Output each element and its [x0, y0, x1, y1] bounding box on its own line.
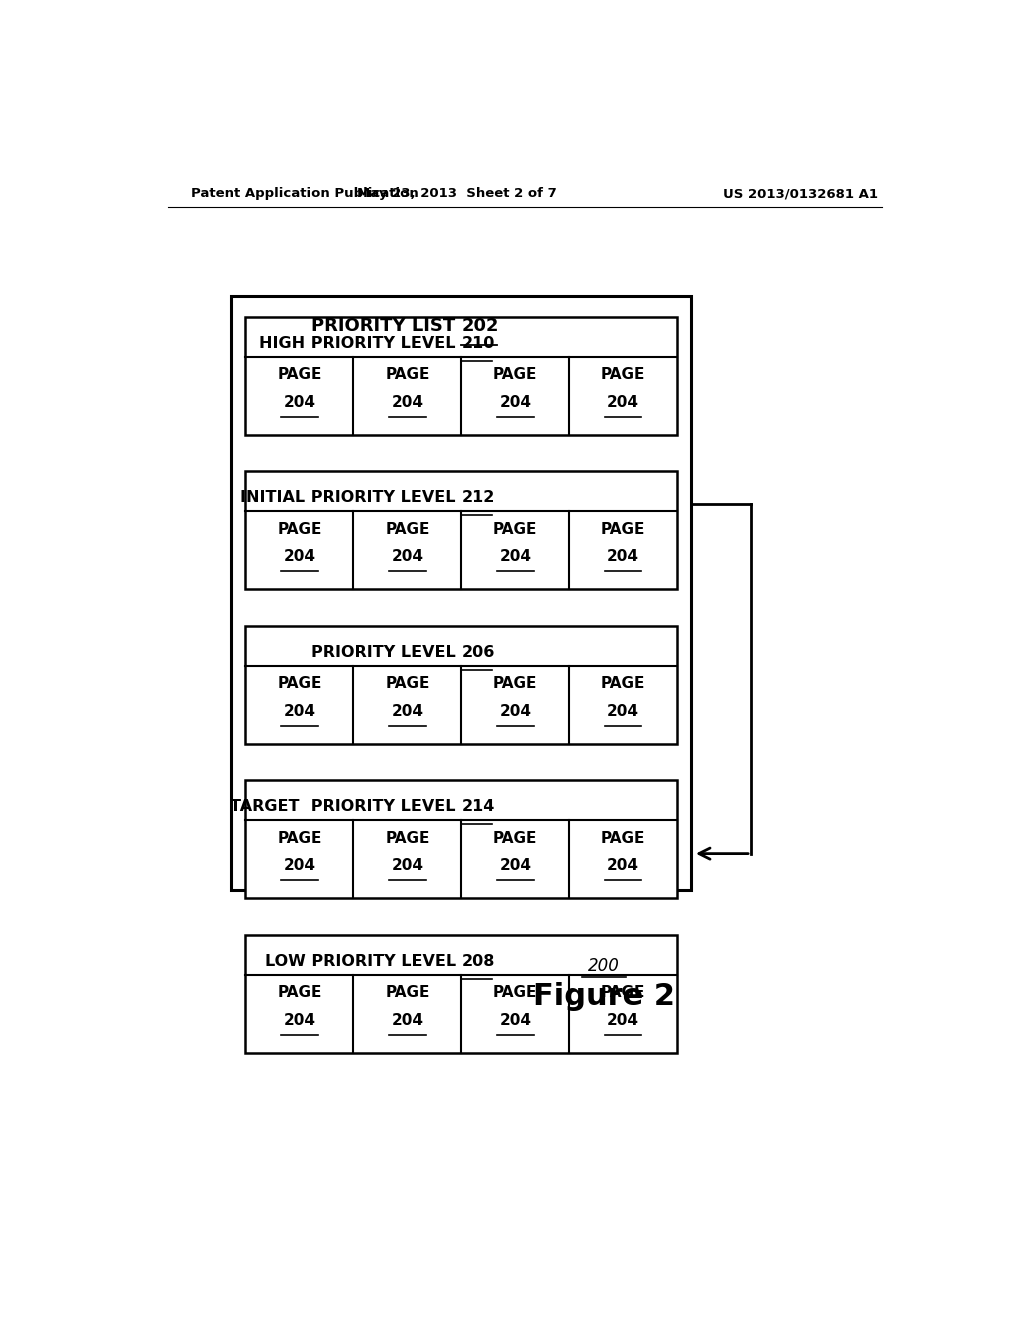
- Text: 204: 204: [391, 704, 423, 719]
- Text: PAGE: PAGE: [494, 830, 538, 846]
- Bar: [246, 626, 677, 744]
- Text: PAGE: PAGE: [601, 830, 645, 846]
- Text: PAGE: PAGE: [601, 367, 645, 383]
- Text: 202: 202: [461, 317, 499, 335]
- Text: 204: 204: [607, 1012, 639, 1028]
- Text: PAGE: PAGE: [278, 985, 322, 1001]
- Text: 210: 210: [461, 335, 495, 351]
- Text: PAGE: PAGE: [494, 676, 538, 692]
- Text: 214: 214: [461, 800, 495, 814]
- Text: 204: 204: [607, 549, 639, 565]
- Text: INITIAL PRIORITY LEVEL: INITIAL PRIORITY LEVEL: [241, 490, 461, 506]
- Text: PAGE: PAGE: [278, 521, 322, 537]
- Text: PAGE: PAGE: [278, 367, 322, 383]
- Text: 204: 204: [500, 704, 531, 719]
- Text: 200: 200: [588, 957, 621, 975]
- Text: 204: 204: [284, 395, 315, 409]
- Text: 206: 206: [461, 645, 495, 660]
- Text: 204: 204: [391, 395, 423, 409]
- Text: PAGE: PAGE: [494, 985, 538, 1001]
- Text: 204: 204: [391, 858, 423, 874]
- Text: PAGE: PAGE: [278, 830, 322, 846]
- Bar: [231, 296, 691, 890]
- Text: 204: 204: [500, 1012, 531, 1028]
- Text: TARGET  PRIORITY LEVEL: TARGET PRIORITY LEVEL: [230, 800, 461, 814]
- Text: 204: 204: [391, 1012, 423, 1028]
- Text: 212: 212: [461, 490, 495, 506]
- Text: PAGE: PAGE: [385, 830, 429, 846]
- Text: Patent Application Publication: Patent Application Publication: [191, 187, 419, 201]
- Text: 204: 204: [607, 858, 639, 874]
- Bar: [246, 317, 677, 434]
- Text: PAGE: PAGE: [601, 985, 645, 1001]
- Bar: [246, 471, 677, 589]
- Bar: [246, 935, 677, 1053]
- Text: 208: 208: [461, 954, 495, 969]
- Text: 204: 204: [607, 395, 639, 409]
- Text: PAGE: PAGE: [494, 521, 538, 537]
- Text: US 2013/0132681 A1: US 2013/0132681 A1: [723, 187, 879, 201]
- Text: PAGE: PAGE: [601, 521, 645, 537]
- Text: 204: 204: [284, 549, 315, 565]
- Text: 204: 204: [284, 704, 315, 719]
- Text: 204: 204: [607, 704, 639, 719]
- Text: 204: 204: [500, 858, 531, 874]
- Text: PRIORITY LEVEL: PRIORITY LEVEL: [311, 645, 461, 660]
- Text: PRIORITY LIST: PRIORITY LIST: [311, 317, 461, 335]
- Text: PAGE: PAGE: [385, 676, 429, 692]
- Text: 204: 204: [391, 549, 423, 565]
- Text: 204: 204: [284, 1012, 315, 1028]
- Text: 204: 204: [284, 858, 315, 874]
- Text: May 23, 2013  Sheet 2 of 7: May 23, 2013 Sheet 2 of 7: [357, 187, 557, 201]
- Text: Figure 2: Figure 2: [534, 982, 675, 1011]
- Text: 204: 204: [500, 549, 531, 565]
- Bar: [246, 780, 677, 899]
- Text: PAGE: PAGE: [278, 676, 322, 692]
- Text: PAGE: PAGE: [385, 985, 429, 1001]
- Text: 204: 204: [500, 395, 531, 409]
- Text: HIGH PRIORITY LEVEL: HIGH PRIORITY LEVEL: [259, 335, 461, 351]
- Text: PAGE: PAGE: [601, 676, 645, 692]
- Text: PAGE: PAGE: [385, 367, 429, 383]
- Text: PAGE: PAGE: [494, 367, 538, 383]
- Text: LOW PRIORITY LEVEL: LOW PRIORITY LEVEL: [264, 954, 461, 969]
- Text: PAGE: PAGE: [385, 521, 429, 537]
